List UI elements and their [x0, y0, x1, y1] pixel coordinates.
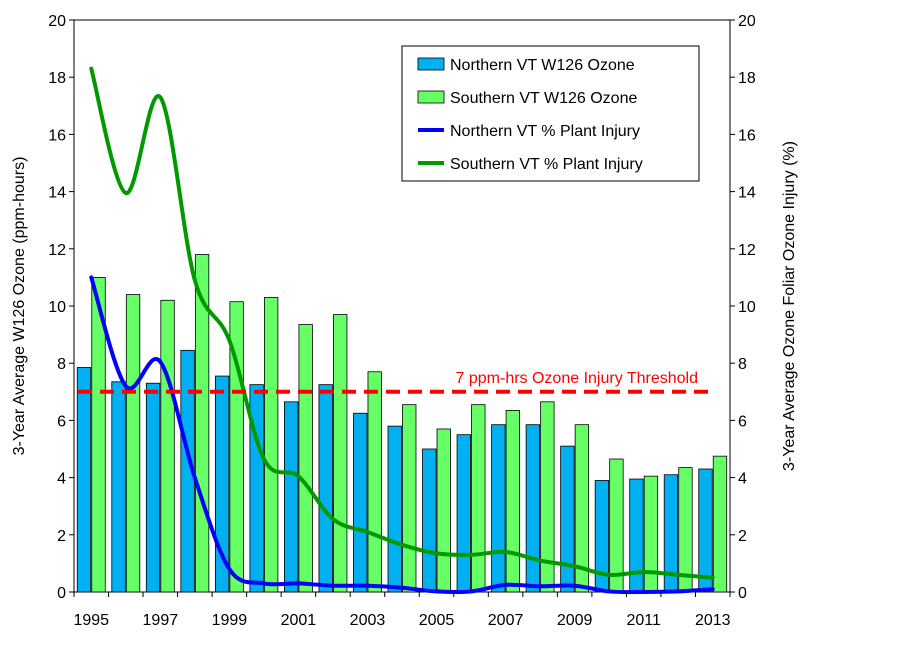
x-tick-label: 2007 — [488, 612, 524, 629]
bar-southern-2009 — [574, 424, 590, 593]
bar-southern-2010 — [609, 458, 624, 593]
line-northern-injury — [89, 275, 715, 595]
bar-southern-2007 — [505, 409, 520, 593]
right-tick-label: 18 — [738, 70, 756, 87]
line-southern-injury — [89, 66, 715, 580]
bar-northern-1996 — [111, 381, 126, 593]
bar-southern-2006 — [471, 404, 486, 593]
x-tick-label: 1995 — [73, 612, 109, 629]
right-tick-label: 0 — [738, 585, 747, 602]
bar-northern-2013 — [698, 468, 713, 593]
bar-northern-2011 — [629, 478, 644, 593]
right-tick-label: 16 — [738, 127, 756, 144]
bar-southern-2013 — [712, 455, 728, 593]
bar-northern-1999 — [214, 375, 230, 593]
right-tick-label: 10 — [738, 299, 756, 316]
left-tick-label: 10 — [48, 299, 66, 316]
bar-southern-2008 — [540, 401, 555, 593]
left-tick-label: 8 — [57, 356, 66, 373]
bar-northern-2008 — [525, 424, 541, 593]
bar-northern-2005 — [422, 448, 437, 593]
bar-northern-2007 — [491, 424, 506, 593]
x-tick-label: 1997 — [143, 612, 179, 629]
bar-southern-2005 — [436, 428, 451, 593]
right-tick-label: 6 — [738, 413, 747, 430]
right-tick-label: 14 — [738, 185, 756, 202]
line-layer — [89, 66, 715, 595]
left-tick-label: 0 — [57, 585, 66, 602]
y-axis-label-right: 3-Year Average Ozone Foliar Ozone Injury… — [781, 141, 798, 471]
left-axis-ticks: 0 2 4 6 8 10 12 14 16 18 20 — [48, 13, 74, 602]
bar-northern-2001 — [284, 401, 299, 593]
threshold-layer: 7 ppm-hrs Ozone Injury Threshold — [78, 370, 710, 394]
right-tick-label: 2 — [738, 528, 747, 545]
left-tick-label: 14 — [48, 185, 66, 202]
bar-northern-2000 — [249, 384, 264, 593]
legend-northern-injury-label: Northern VT % Plant Injury — [450, 123, 640, 140]
x-tick-label: 2009 — [557, 612, 593, 629]
bar-northern-2006 — [456, 434, 471, 593]
right-tick-label: 12 — [738, 242, 756, 259]
bar-northern-2009 — [560, 445, 575, 593]
legend-northern-ozone-label: Northern VT W126 Ozone — [450, 57, 635, 74]
left-tick-label: 12 — [48, 242, 66, 259]
y-axis-label-left: 3-Year Average W126 Ozone (ppm-hours) — [11, 157, 28, 456]
x-tick-label: 2013 — [695, 612, 731, 629]
left-tick-label: 20 — [48, 13, 66, 30]
bar-southern-1995 — [91, 276, 106, 593]
legend-box — [401, 45, 700, 182]
left-tick-label: 2 — [57, 528, 66, 545]
bar-southern-2001 — [298, 324, 313, 593]
bar-southern-2003 — [367, 371, 382, 593]
x-tick-label: 2003 — [350, 612, 386, 629]
x-tick-label: 2005 — [419, 612, 455, 629]
right-tick-label: 8 — [738, 356, 747, 373]
left-tick-label: 6 — [57, 413, 66, 430]
legend-southern-ozone-swatch — [417, 90, 445, 104]
bar-northern-1997 — [145, 382, 161, 593]
right-axis-ticks: 0 2 4 6 8 10 12 14 16 18 20 — [730, 13, 756, 602]
legend-southern-injury-label: Southern VT % Plant Injury — [450, 156, 643, 173]
bar-northern-2003 — [353, 412, 368, 593]
bar-southern-1996 — [125, 294, 141, 593]
x-tick-label: 2011 — [626, 612, 661, 629]
left-tick-label: 4 — [57, 471, 66, 488]
bar-southern-2000 — [263, 297, 279, 593]
bar-southern-2011 — [643, 475, 659, 593]
bar-northern-1995 — [76, 367, 92, 593]
bar-southern-2004 — [402, 404, 417, 593]
x-tick-label: 1999 — [212, 612, 248, 629]
threshold-label: 7 ppm-hrs Ozone Injury Threshold — [456, 370, 698, 387]
left-tick-label: 18 — [48, 70, 66, 87]
right-tick-label: 20 — [738, 13, 756, 30]
x-tick-label: 2001 — [281, 612, 317, 629]
left-tick-label: 16 — [48, 127, 66, 144]
bar-southern-1997 — [160, 299, 175, 593]
legend-southern-ozone-label: Southern VT W126 Ozone — [450, 90, 637, 107]
bar-southern-2002 — [333, 314, 348, 593]
legend: Northern VT W126 Ozone Southern VT W126 O… — [401, 45, 700, 182]
legend-northern-ozone-swatch — [417, 57, 445, 71]
right-tick-label: 4 — [738, 471, 747, 488]
bar-northern-2004 — [387, 425, 402, 593]
x-axis-ticks: 1995 1997 1999 2001 2003 2005 2007 2009 2011 2013 — [73, 592, 731, 629]
bar-northern-2002 — [318, 384, 333, 593]
